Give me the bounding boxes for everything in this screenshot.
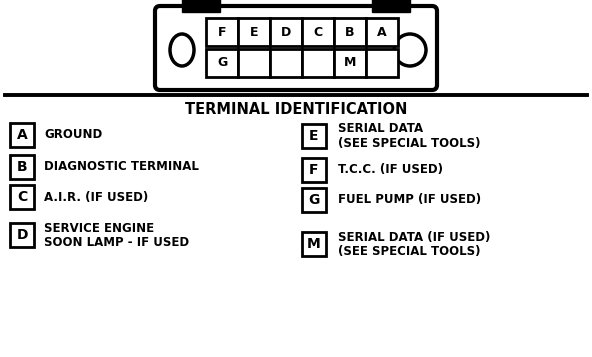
- Text: (SEE SPECIAL TOOLS): (SEE SPECIAL TOOLS): [338, 136, 481, 150]
- Bar: [366, 49, 398, 77]
- Text: C: C: [17, 190, 27, 204]
- Text: A: A: [377, 25, 387, 39]
- Text: (SEE SPECIAL TOOLS): (SEE SPECIAL TOOLS): [338, 245, 481, 257]
- Text: F: F: [218, 25, 226, 39]
- Text: DIAGNOSTIC TERMINAL: DIAGNOSTIC TERMINAL: [44, 161, 199, 174]
- Text: SOON LAMP - IF USED: SOON LAMP - IF USED: [44, 236, 189, 248]
- Text: D: D: [16, 228, 28, 242]
- Text: E: E: [309, 129, 318, 143]
- Ellipse shape: [170, 34, 194, 66]
- Text: SERIAL DATA (IF USED): SERIAL DATA (IF USED): [338, 231, 490, 243]
- Text: G: G: [217, 56, 227, 70]
- Text: A: A: [17, 128, 27, 142]
- Text: E: E: [250, 25, 258, 39]
- Bar: [10, 155, 34, 179]
- Bar: [238, 49, 270, 77]
- Text: F: F: [309, 163, 318, 177]
- Bar: [270, 18, 302, 46]
- Text: SERIAL DATA: SERIAL DATA: [338, 122, 423, 136]
- Bar: [182, 0, 220, 12]
- Circle shape: [394, 34, 426, 66]
- Text: SERVICE ENGINE: SERVICE ENGINE: [44, 221, 154, 235]
- Text: D: D: [281, 25, 291, 39]
- Text: GROUND: GROUND: [44, 129, 102, 141]
- Text: T.C.C. (IF USED): T.C.C. (IF USED): [338, 164, 443, 176]
- Bar: [206, 18, 238, 46]
- Bar: [206, 49, 238, 77]
- Bar: [238, 18, 270, 46]
- Text: FUEL PUMP (IF USED): FUEL PUMP (IF USED): [338, 193, 481, 206]
- Text: M: M: [307, 237, 321, 251]
- Text: A.I.R. (IF USED): A.I.R. (IF USED): [44, 191, 148, 203]
- Text: G: G: [308, 193, 320, 207]
- Bar: [302, 18, 334, 46]
- Text: B: B: [17, 160, 27, 174]
- Bar: [302, 124, 326, 148]
- Text: C: C: [313, 25, 323, 39]
- Bar: [334, 49, 366, 77]
- Bar: [302, 188, 326, 212]
- Bar: [302, 232, 326, 256]
- Bar: [334, 18, 366, 46]
- Bar: [10, 223, 34, 247]
- Bar: [302, 49, 334, 77]
- Bar: [302, 158, 326, 182]
- Text: M: M: [344, 56, 356, 70]
- Bar: [10, 123, 34, 147]
- FancyBboxPatch shape: [155, 6, 437, 90]
- Text: TERMINAL IDENTIFICATION: TERMINAL IDENTIFICATION: [185, 101, 407, 116]
- Bar: [270, 49, 302, 77]
- Text: B: B: [345, 25, 355, 39]
- Bar: [372, 0, 410, 12]
- Bar: [10, 185, 34, 209]
- Bar: [366, 18, 398, 46]
